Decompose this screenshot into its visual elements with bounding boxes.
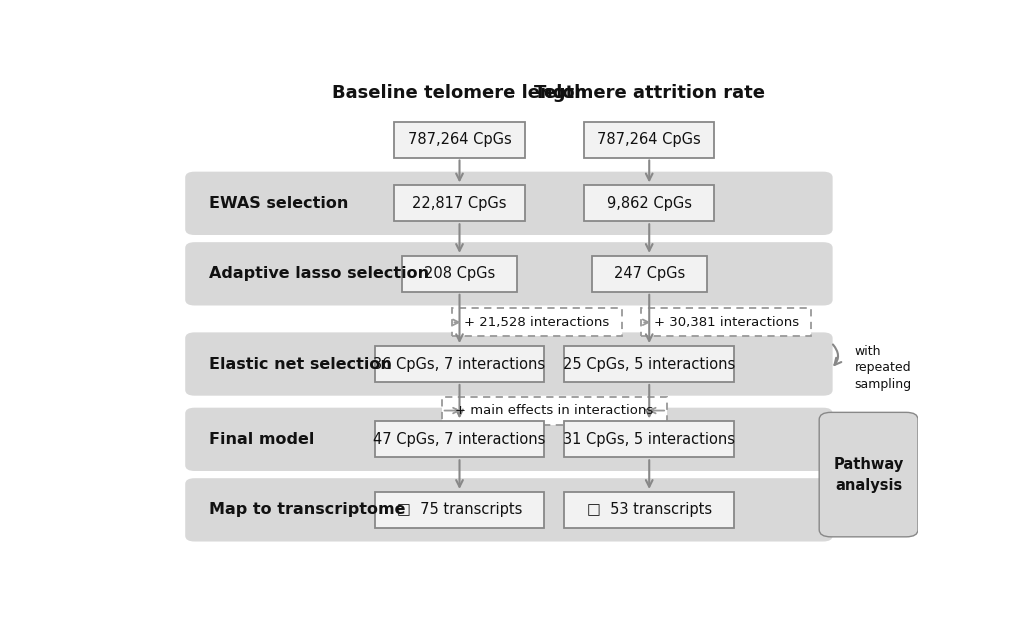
Text: 31 CpGs, 5 interactions: 31 CpGs, 5 interactions bbox=[562, 432, 735, 447]
FancyBboxPatch shape bbox=[401, 256, 517, 292]
FancyBboxPatch shape bbox=[441, 396, 666, 425]
Text: + main effects in interactions: + main effects in interactions bbox=[454, 404, 653, 417]
Text: 787,264 CpGs: 787,264 CpGs bbox=[408, 132, 511, 147]
FancyBboxPatch shape bbox=[564, 421, 734, 457]
Text: Baseline telomere length: Baseline telomere length bbox=[332, 84, 586, 102]
Text: □  75 transcripts: □ 75 transcripts bbox=[396, 502, 522, 517]
Text: 22,817 CpGs: 22,817 CpGs bbox=[412, 196, 506, 211]
FancyBboxPatch shape bbox=[641, 308, 810, 336]
Text: Adaptive lasso selection: Adaptive lasso selection bbox=[209, 267, 429, 282]
Text: + 30,381 interactions: + 30,381 interactions bbox=[653, 316, 798, 329]
FancyBboxPatch shape bbox=[584, 121, 713, 158]
Text: EWAS selection: EWAS selection bbox=[209, 196, 347, 211]
Text: 247 CpGs: 247 CpGs bbox=[613, 267, 684, 282]
FancyBboxPatch shape bbox=[374, 492, 544, 528]
FancyBboxPatch shape bbox=[374, 421, 544, 457]
FancyBboxPatch shape bbox=[394, 185, 524, 221]
Text: Final model: Final model bbox=[209, 432, 314, 447]
Text: with
repeated
sampling: with repeated sampling bbox=[854, 345, 911, 391]
Text: 208 CpGs: 208 CpGs bbox=[424, 267, 494, 282]
FancyBboxPatch shape bbox=[564, 492, 734, 528]
FancyBboxPatch shape bbox=[564, 346, 734, 382]
FancyBboxPatch shape bbox=[185, 242, 832, 305]
FancyBboxPatch shape bbox=[394, 121, 524, 158]
FancyBboxPatch shape bbox=[185, 332, 832, 396]
FancyBboxPatch shape bbox=[818, 412, 917, 537]
FancyBboxPatch shape bbox=[185, 478, 832, 541]
Text: Map to transcriptome: Map to transcriptome bbox=[209, 502, 405, 517]
Text: 25 CpGs, 5 interactions: 25 CpGs, 5 interactions bbox=[562, 356, 735, 371]
FancyBboxPatch shape bbox=[584, 185, 713, 221]
Text: □  53 transcripts: □ 53 transcripts bbox=[586, 502, 711, 517]
FancyBboxPatch shape bbox=[451, 308, 621, 336]
Text: 47 CpGs, 7 interactions: 47 CpGs, 7 interactions bbox=[373, 432, 545, 447]
FancyBboxPatch shape bbox=[185, 407, 832, 471]
Text: 36 CpGs, 7 interactions: 36 CpGs, 7 interactions bbox=[373, 356, 545, 371]
Text: Telomere attrition rate: Telomere attrition rate bbox=[533, 84, 764, 102]
FancyBboxPatch shape bbox=[185, 172, 832, 235]
FancyBboxPatch shape bbox=[374, 346, 544, 382]
FancyBboxPatch shape bbox=[591, 256, 706, 292]
Text: Pathway
analysis: Pathway analysis bbox=[833, 457, 903, 493]
Text: Elastic net selection: Elastic net selection bbox=[209, 356, 391, 371]
Text: 787,264 CpGs: 787,264 CpGs bbox=[597, 132, 700, 147]
Text: 9,862 CpGs: 9,862 CpGs bbox=[606, 196, 691, 211]
Text: + 21,528 interactions: + 21,528 interactions bbox=[464, 316, 608, 329]
